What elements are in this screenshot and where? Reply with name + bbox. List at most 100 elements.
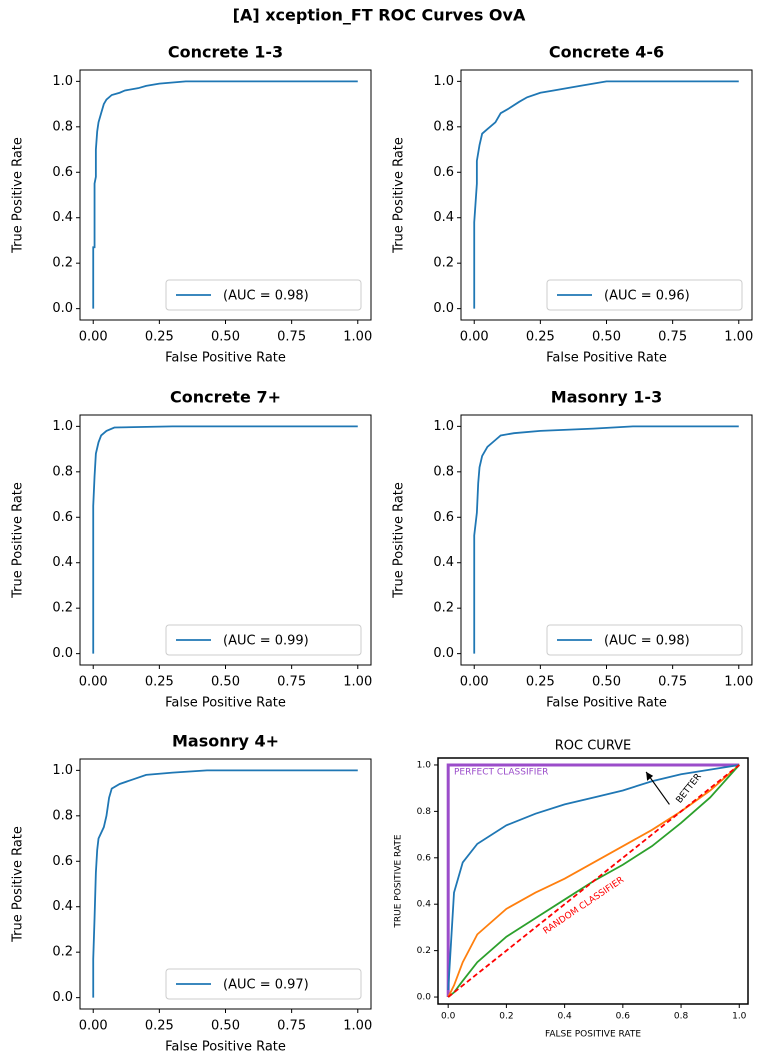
y-tick-label: 0.2 (417, 946, 431, 956)
legend-label: (AUC = 0.98) (223, 289, 309, 304)
annotation: PERFECT CLASSIFIER (454, 767, 548, 777)
x-tick-label: 0.00 (79, 1019, 108, 1034)
x-tick-label: 0.25 (526, 675, 555, 690)
y-tick-label: 0.4 (433, 210, 454, 225)
y-tick-label: 0.8 (52, 464, 73, 479)
subplot-title: Masonry 4+ (172, 732, 279, 751)
x-tick-label: 0.00 (79, 330, 108, 345)
y-tick-label: 0.8 (52, 119, 73, 134)
x-tick-label: 1.00 (343, 330, 372, 345)
figure-title: [A] xception_FT ROC Curves OvA (233, 6, 526, 25)
legend-label: (AUC = 0.99) (223, 634, 309, 649)
roc-curve (447, 764, 740, 998)
y-tick-label: 0.2 (433, 601, 454, 616)
y-tick-label: 0.8 (433, 119, 454, 134)
y-axis-label: True Positive Rate (11, 826, 26, 943)
legend-label: (AUC = 0.96) (604, 289, 690, 304)
subplot-title: Concrete 7+ (170, 388, 281, 407)
x-tick-label: 0.50 (211, 675, 240, 690)
y-tick-label: 0.8 (417, 807, 432, 817)
x-axis-label: False Positive Rate (546, 696, 667, 711)
x-tick-label: 0.50 (211, 1019, 240, 1034)
x-tick-label: 1.0 (732, 1012, 747, 1022)
roc-curve (447, 764, 740, 998)
x-tick-label: 0.00 (79, 675, 108, 690)
legend-box (165, 624, 362, 656)
x-tick-label: 0.75 (277, 675, 306, 690)
legend-box (546, 279, 743, 311)
x-tick-label: 0.50 (592, 330, 621, 345)
y-tick-label: 0.6 (52, 165, 73, 180)
y-axis-label: True Positive Rate (11, 137, 26, 254)
x-tick-label: 0.25 (145, 675, 174, 690)
x-axis-label: False Positive Rate (546, 351, 667, 366)
y-tick-label: 0.0 (417, 993, 432, 1003)
y-tick-label: 1.0 (52, 763, 73, 778)
y-axis-label: True Positive Rate (392, 137, 407, 254)
y-axis-label: True Positive Rate (11, 482, 26, 599)
y-tick-label: 0.8 (52, 808, 73, 823)
x-tick-label: 0.00 (460, 330, 489, 345)
legend-label: (AUC = 0.97) (223, 978, 309, 993)
x-tick-label: 1.00 (724, 675, 753, 690)
y-tick-label: 0.0 (433, 301, 454, 316)
legend-box (165, 279, 362, 311)
y-tick-label: 0.0 (52, 646, 73, 661)
y-tick-label: 0.6 (52, 510, 73, 525)
x-tick-label: 0.25 (145, 330, 174, 345)
y-tick-label: 0.0 (52, 990, 73, 1005)
plot-frame (79, 758, 372, 1010)
better-arrowhead (646, 771, 654, 781)
y-tick-label: 1.0 (52, 74, 73, 89)
y-tick-label: 0.6 (433, 165, 454, 180)
x-tick-label: 0.6 (616, 1012, 631, 1022)
x-tick-label: 0.2 (499, 1012, 513, 1022)
y-tick-label: 1.0 (417, 760, 432, 770)
x-tick-label: 1.00 (724, 330, 753, 345)
legend-label: (AUC = 0.98) (604, 634, 690, 649)
roc-curve (447, 764, 740, 991)
roc-curve (473, 425, 739, 654)
x-axis-label: False Positive Rate (165, 351, 286, 366)
x-tick-label: 0.50 (592, 675, 621, 690)
x-axis-label: FALSE POSITIVE RATE (545, 1030, 641, 1040)
y-tick-label: 0.4 (52, 899, 73, 914)
y-tick-label: 0.8 (433, 464, 454, 479)
y-tick-label: 0.6 (52, 854, 73, 869)
roc-curve (473, 80, 739, 309)
subplot-title: Concrete 1-3 (168, 43, 283, 62)
y-tick-label: 0.2 (52, 945, 73, 960)
y-tick-label: 0.6 (433, 510, 454, 525)
x-tick-label: 0.50 (211, 330, 240, 345)
x-tick-label: 0.75 (658, 675, 687, 690)
x-tick-label: 0.75 (658, 330, 687, 345)
y-axis-label: TRUE POSITIVE RATE (394, 834, 404, 928)
y-tick-label: 1.0 (52, 419, 73, 434)
y-tick-label: 0.0 (433, 646, 454, 661)
subplot-title: Concrete 4-6 (549, 43, 664, 62)
plot-frame (79, 69, 372, 321)
y-tick-label: 0.4 (52, 210, 73, 225)
x-tick-label: 0.75 (277, 330, 306, 345)
y-tick-label: 1.0 (433, 419, 454, 434)
plot-frame (460, 414, 753, 666)
x-tick-label: 0.25 (526, 330, 555, 345)
roc-curve (92, 80, 358, 309)
y-tick-label: 0.4 (52, 555, 73, 570)
y-tick-label: 0.2 (52, 256, 73, 271)
y-tick-label: 1.0 (433, 74, 454, 89)
legend-box (546, 624, 743, 656)
legend-box (165, 968, 362, 1000)
x-tick-label: 0.8 (674, 1012, 689, 1022)
x-tick-label: 1.00 (343, 675, 372, 690)
x-tick-label: 0.4 (557, 1012, 572, 1022)
x-tick-label: 0.0 (441, 1012, 456, 1022)
subplot-title: ROC CURVE (555, 739, 632, 754)
x-tick-label: 0.75 (277, 1019, 306, 1034)
y-tick-label: 0.4 (433, 555, 454, 570)
roc-curve (92, 769, 358, 998)
y-tick-label: 0.2 (52, 601, 73, 616)
y-tick-label: 0.2 (433, 256, 454, 271)
x-tick-label: 0.00 (460, 675, 489, 690)
